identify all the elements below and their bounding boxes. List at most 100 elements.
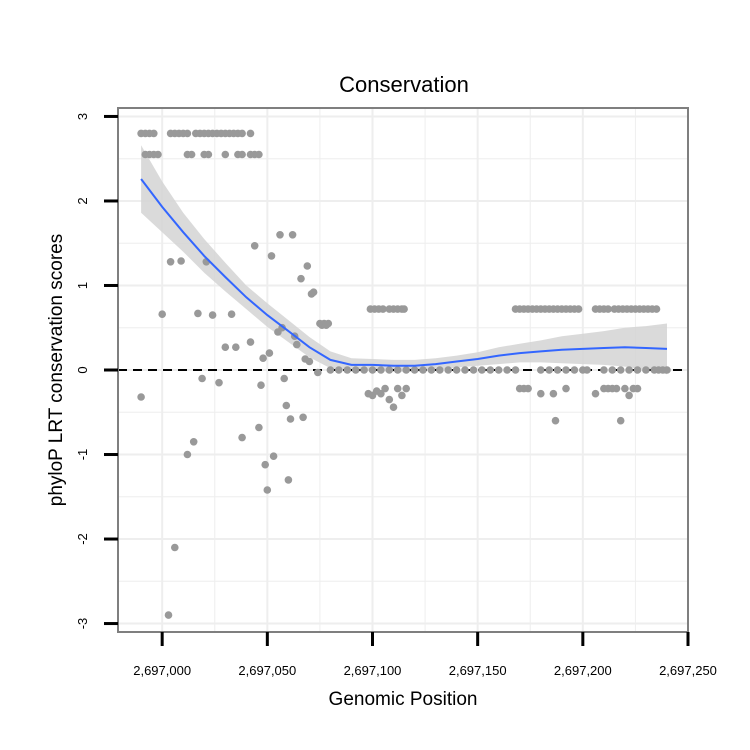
data-point [238,433,246,442]
data-point [150,129,158,138]
data-point [389,403,398,412]
data-point [305,357,314,366]
data-point [385,366,394,374]
data-point [303,262,312,270]
y-tick-label: 3 [75,113,90,120]
data-point [255,150,263,159]
data-point [299,413,307,422]
y-tick-label: 0 [75,366,90,373]
data-point [427,366,436,374]
data-point [263,486,272,494]
data-point [194,309,202,318]
smooth-fit-line [140,178,668,367]
data-point [326,366,335,374]
data-point [269,452,278,461]
x-tick-label: 2,697,050 [238,663,296,678]
data-point [286,415,295,423]
data-point [309,288,318,297]
data-point [452,366,461,374]
data-point [537,366,545,374]
data-point [633,384,642,393]
data-point [267,252,276,260]
data-point [419,366,427,374]
x-tick-label: 2,697,150 [449,663,507,678]
data-point [265,349,274,357]
data-point [250,242,259,250]
data-point [276,231,284,239]
data-point [583,366,591,374]
data-point [570,366,579,374]
data-point [288,231,297,239]
data-point [246,129,255,138]
data-point [591,389,600,398]
data-point [166,258,175,266]
data-point [478,366,486,374]
data-point [410,366,419,374]
data-point [663,366,671,374]
data-point [625,391,633,400]
data-point [625,366,633,374]
data-point [282,401,291,410]
data-point [537,389,545,398]
data-point [164,611,173,619]
data-point [436,366,444,374]
y-tick-label: 1 [75,282,90,289]
data-point [549,389,558,398]
confidence-band-area [141,145,668,375]
data-point [360,366,368,374]
data-point [400,305,408,313]
data-point [402,384,411,393]
data-point [621,384,629,393]
data-point [551,416,560,425]
data-point [608,366,617,374]
data-point [246,338,255,346]
data-point [215,378,223,387]
x-tick-label: 2,697,000 [133,663,191,678]
data-point [232,343,240,352]
data-point [227,310,236,319]
y-axis: -3 -2 -1 0 1 2 3 [75,113,118,629]
data-point [171,543,179,552]
data-point [351,366,360,374]
data-point [257,381,265,390]
data-point [177,257,185,265]
data-point [652,305,661,313]
data-point [343,366,352,374]
smooth-line [140,178,668,367]
data-point [494,366,503,374]
data-point [158,310,166,319]
data-point [486,366,495,374]
data-point [255,423,263,432]
data-point [221,150,230,159]
y-tick-label: -2 [75,533,90,545]
data-point [398,391,406,400]
data-point [545,366,553,374]
data-point [524,384,532,393]
data-point [284,476,293,484]
data-point [238,129,246,138]
data-point [469,366,478,374]
data-point [154,150,162,159]
data-point [259,354,267,363]
data-point [616,366,625,374]
data-point [183,450,192,459]
data-point [261,460,270,469]
data-point [633,366,642,374]
data-point [385,395,394,404]
confidence-band [141,145,668,375]
data-point [393,384,402,393]
data-point [324,319,333,328]
data-point [461,366,469,374]
data-point [238,150,246,159]
data-point [600,366,608,374]
data-point [221,343,230,352]
data-point [393,366,402,374]
data-point [503,366,511,374]
data-point [511,366,520,374]
y-tick-label: -3 [75,618,90,630]
data-point [204,150,213,159]
data-point [314,368,322,377]
data-point [335,366,343,374]
data-point [612,384,621,393]
